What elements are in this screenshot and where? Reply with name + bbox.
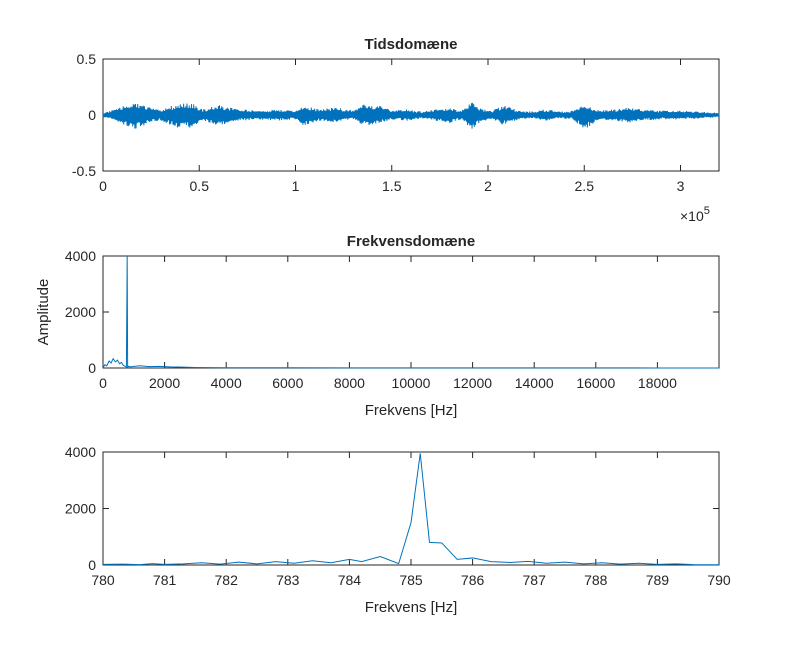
y-tick-label: 2000 [65,501,96,517]
spectrum-line [102,453,720,566]
x-tick-label: 16000 [576,375,615,391]
x-tick-label: 783 [276,572,300,588]
x-tick-label: 0 [99,178,107,194]
spectrum-line [102,255,719,369]
x-tick-label: 4000 [211,375,242,391]
y-tick-label: -0.5 [72,163,96,179]
x-tick-label: 782 [215,572,239,588]
x-tick-label: 2 [484,178,492,194]
x-tick-label: 8000 [334,375,365,391]
x-tick-label: 785 [399,572,423,588]
y-tick-label: 4000 [65,248,96,264]
x-tick-label: 10000 [392,375,431,391]
axes-freq-title: Frekvensdomæne [347,233,475,250]
x-tick-label: 790 [707,572,731,588]
x-tick-label: 786 [461,572,485,588]
x-tick-label: 2.5 [575,178,595,194]
x-tick-label: 781 [153,572,177,588]
axes-freq: 0 2000 4000 6000 8000 10000 12000 14000 16000 180… [35,233,720,419]
x-tick-label: 784 [338,572,362,588]
x-tick-label: 1 [292,178,300,194]
waveform-line [102,102,720,129]
y-tick-label: 2000 [65,304,96,320]
axes-zoom-box [102,451,720,566]
axes-time-plot [102,102,720,129]
axes-zoom: 780 781 782 783 784 785 786 787 788 789 790 0 2000 40… [65,444,731,616]
x-tick-label: 14000 [515,375,554,391]
x-tick-label: 780 [91,572,115,588]
x-tick-label: 1.5 [382,178,402,194]
axes-freq-ticks: 0 2000 4000 6000 8000 10000 12000 14000 16000 180… [65,248,719,391]
axes-time-ticks: 0 0.5 1 1.5 2 2.5 30.50-0.5 [72,51,719,194]
x-tick-label: 3 [677,178,685,194]
axes-time-exponent-power: 5 [704,205,710,217]
axes-time-exponent: ×105 [680,205,710,224]
y-tick-label: 0.5 [77,51,97,67]
axes-zoom-xlabel: Frekvens [Hz] [365,599,458,616]
axes-time: 0 0.5 1 1.5 2 2.5 30.50-0.5 Tidsdomæne ×105 [72,36,720,224]
x-tick-label: 0 [99,375,107,391]
y-tick-label: 0 [88,360,96,376]
axes-freq-plot [102,255,719,369]
x-tick-label: 0.5 [190,178,210,194]
axes-freq-box [102,255,720,369]
axes-time-title: Tidsdomæne [364,36,457,53]
x-tick-label: 2000 [149,375,180,391]
x-tick-label: 18000 [638,375,677,391]
axes-zoom-plot [102,453,720,566]
x-tick-label: 787 [523,572,547,588]
axes-freq-ylabel: Amplitude [35,279,52,346]
axes-time-exponent-base: ×10 [680,208,704,224]
y-tick-label: 0 [88,557,96,573]
x-tick-label: 789 [646,572,670,588]
axes-zoom-ticks: 780 781 782 783 784 785 786 787 788 789 790 0 2000 40… [65,444,731,588]
y-tick-label: 4000 [65,444,96,460]
x-tick-label: 788 [584,572,608,588]
x-tick-label: 12000 [453,375,492,391]
axes-freq-xlabel: Frekvens [Hz] [365,402,458,419]
y-tick-label: 0 [88,107,96,123]
x-tick-label: 6000 [272,375,303,391]
